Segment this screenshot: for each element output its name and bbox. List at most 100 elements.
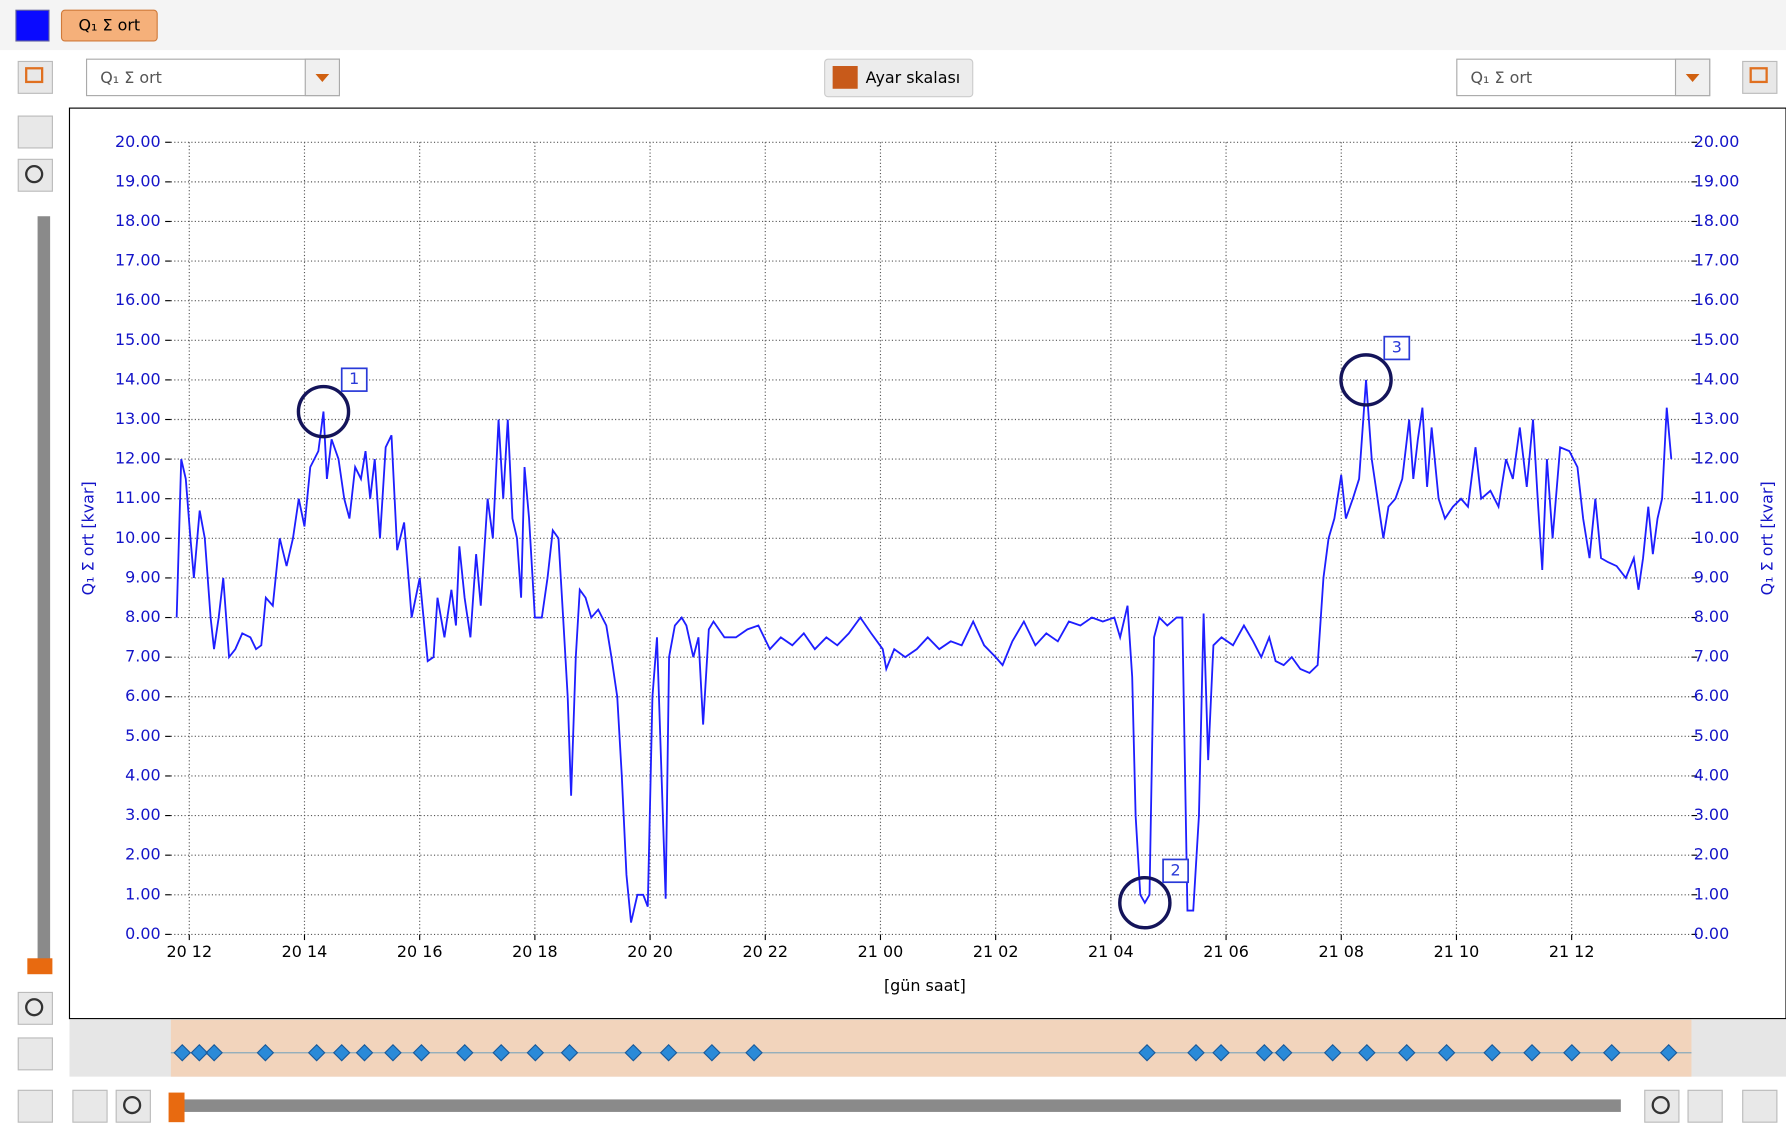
tool-button[interactable] — [17, 1089, 53, 1123]
y2-tick-label: 11.00 — [1694, 488, 1740, 507]
x-tick-label: 21 04 — [1088, 942, 1134, 961]
y2-tick-label: 2.00 — [1694, 845, 1729, 864]
event-markers — [173, 1043, 1678, 1062]
y2-tick-label: 18.00 — [1694, 211, 1740, 230]
y-tick-label: 18.00 — [115, 211, 161, 230]
y2-tick-label: 12.00 — [1694, 449, 1740, 468]
y2-tick-label: 5.00 — [1694, 726, 1729, 745]
y2-tick-label: 0.00 — [1694, 924, 1729, 943]
timeline-band — [170, 1019, 1692, 1077]
tool-button[interactable] — [1742, 1089, 1778, 1123]
y2-tick-label: 6.00 — [1694, 686, 1729, 705]
series-tab[interactable] — [60, 9, 158, 42]
zoom-icon — [123, 1095, 142, 1115]
series-tab-label: Q₁ Σ ort — [79, 16, 141, 35]
scale-button-label: Ayar skalası — [866, 68, 961, 87]
left-select[interactable] — [85, 58, 341, 97]
y-tick-label: 17.00 — [115, 251, 161, 270]
x-tick-label: 20 22 — [742, 942, 788, 961]
x-tick-label: 21 02 — [973, 942, 1019, 961]
y-tick-label: 19.00 — [115, 171, 161, 190]
tool-icon — [1749, 67, 1768, 84]
zoom-icon — [1651, 1095, 1670, 1115]
annotation-circle — [1339, 353, 1393, 407]
x-tick-label: 21 12 — [1549, 942, 1595, 961]
v-scrollbar[interactable] — [37, 216, 51, 962]
scale-button[interactable] — [824, 58, 974, 98]
tool-icon — [25, 67, 44, 84]
zoom-button[interactable] — [115, 1089, 151, 1123]
series-color[interactable] — [15, 9, 50, 42]
tool-button[interactable] — [17, 115, 53, 149]
y2-axis-title: Q₁ Σ ort [kvar] — [1757, 481, 1776, 595]
tool-button[interactable] — [17, 1037, 53, 1071]
y2-tick-label: 16.00 — [1694, 290, 1740, 309]
right-select[interactable] — [1456, 58, 1711, 97]
tab-bar — [0, 0, 1786, 51]
y2-tick-label: 14.00 — [1694, 369, 1740, 388]
y2-tick-label: 10.00 — [1694, 528, 1740, 547]
y-tick-label: 2.00 — [125, 845, 160, 864]
x-tick-label: 21 08 — [1318, 942, 1364, 961]
left-select-text: Q₁ Σ ort — [100, 68, 162, 87]
tool-button[interactable] — [1742, 60, 1778, 94]
y-tick-label: 10.00 — [115, 528, 161, 547]
tool-button[interactable] — [72, 1089, 108, 1123]
zoom-button[interactable] — [17, 991, 53, 1025]
y2-tick-label: 15.00 — [1694, 330, 1740, 349]
y2-tick-label: 13.00 — [1694, 409, 1740, 428]
annotation-box — [1383, 335, 1411, 361]
y2-tick-label: 8.00 — [1694, 607, 1729, 626]
y2-tick-label: 17.00 — [1694, 251, 1740, 270]
y2-tick-label: 7.00 — [1694, 647, 1729, 666]
arrow-icon — [315, 73, 330, 82]
y-tick-label: 6.00 — [125, 686, 160, 705]
h-scrollbar[interactable] — [176, 1099, 1621, 1112]
y-tick-label: 5.00 — [125, 726, 160, 745]
h-scroll-thumb[interactable] — [168, 1092, 185, 1123]
y2-tick-label: 1.00 — [1694, 884, 1729, 903]
y-tick-label: 0.00 — [125, 924, 160, 943]
y-tick-label: 8.00 — [125, 607, 160, 626]
annotation-label: 3 — [1392, 338, 1402, 357]
annotation-circle — [1118, 875, 1172, 930]
zoom-button[interactable] — [1644, 1089, 1680, 1123]
zoom-icon — [25, 998, 44, 1017]
scale-icon — [832, 66, 858, 89]
annotation-circle — [296, 384, 351, 439]
annotation-box — [340, 367, 368, 392]
y-tick-label: 14.00 — [115, 369, 161, 388]
y-tick-label: 1.00 — [125, 884, 160, 903]
y2-tick-label: 20.00 — [1694, 132, 1740, 151]
x-tick-label: 20 14 — [282, 942, 328, 961]
x-tick-label: 21 00 — [858, 942, 904, 961]
x-tick-label: 20 12 — [166, 942, 212, 961]
y-tick-label: 13.00 — [115, 409, 161, 428]
x-tick-label: 20 20 — [627, 942, 673, 961]
right-select-text: Q₁ Σ ort — [1470, 68, 1532, 87]
y-axis-title: Q₁ Σ ort [kvar] — [78, 481, 97, 595]
tool-button[interactable] — [1687, 1089, 1723, 1123]
y-tick-label: 11.00 — [115, 488, 161, 507]
x-tick-label: 20 16 — [397, 942, 443, 961]
y2-tick-label: 4.00 — [1694, 765, 1729, 784]
x-axis-title: [gün saat] — [884, 976, 966, 995]
zoom-icon — [25, 165, 44, 184]
y-tick-label: 20.00 — [115, 132, 161, 151]
y2-tick-label: 19.00 — [1694, 171, 1740, 190]
arrow-icon — [1685, 73, 1700, 82]
annotation-label: 1 — [349, 369, 359, 388]
annotation-box — [1162, 858, 1189, 884]
y-tick-label: 16.00 — [115, 290, 161, 309]
tool-button[interactable] — [17, 60, 53, 94]
y-tick-label: 4.00 — [125, 765, 160, 784]
x-tick-label: 21 06 — [1203, 942, 1249, 961]
y-tick-label: 3.00 — [125, 805, 160, 824]
y-tick-label: 7.00 — [125, 647, 160, 666]
zoom-button[interactable] — [17, 158, 53, 192]
v-scroll-thumb[interactable] — [27, 958, 53, 975]
y2-tick-label: 3.00 — [1694, 805, 1729, 824]
y-tick-label: 9.00 — [125, 567, 160, 586]
